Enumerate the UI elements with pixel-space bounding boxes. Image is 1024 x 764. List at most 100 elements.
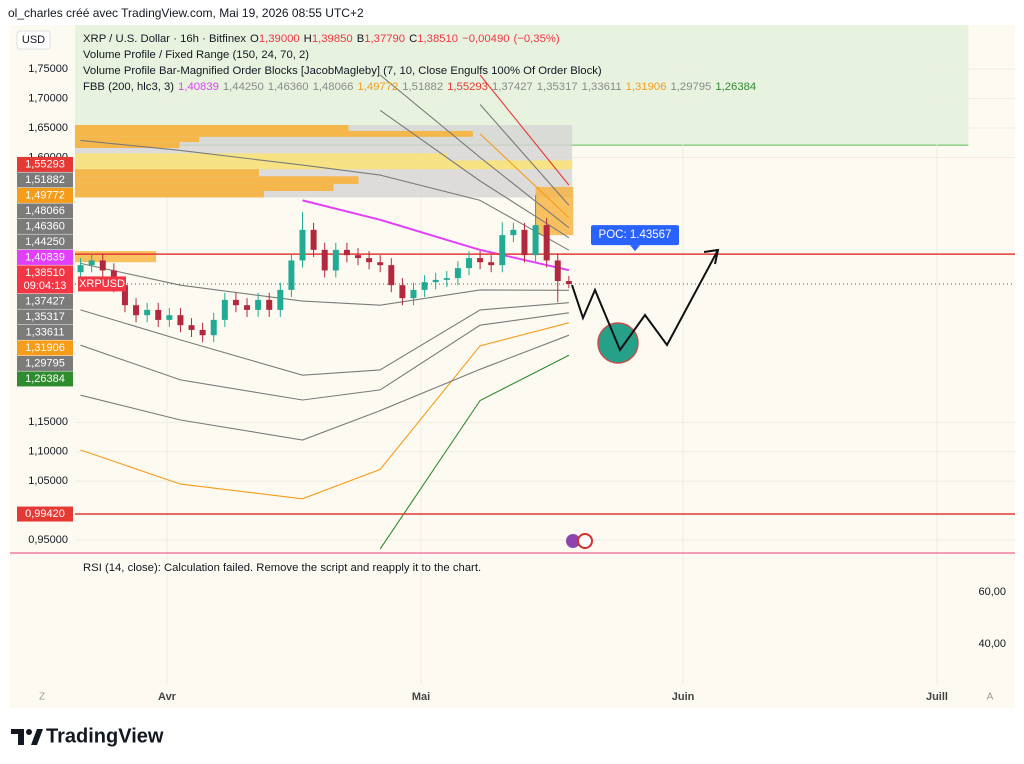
control-button[interactable]: Z — [39, 692, 45, 703]
candle-body — [244, 305, 251, 310]
back-layer — [75, 25, 1015, 685]
attribution: ol_charles créé avec TradingView.com, Ma… — [8, 6, 364, 20]
candle-body — [255, 299, 262, 310]
candle-body — [221, 299, 228, 320]
candle-body — [199, 329, 206, 336]
candle-body — [554, 260, 561, 282]
band-value: 1,33611 — [581, 81, 622, 93]
ohlc-key: B — [356, 33, 365, 45]
x-tick-label: Juill — [926, 691, 948, 703]
price-label: 1,40839 — [25, 251, 65, 263]
y-tick-label: 1,10000 — [28, 446, 68, 458]
candle-body — [133, 305, 140, 316]
price-label: 1,46360 — [25, 220, 65, 232]
price-label-box — [17, 203, 73, 219]
ohlc-key: H — [303, 33, 312, 45]
band-line — [80, 262, 569, 306]
y-tick-label: 0,95000 — [28, 534, 68, 546]
price-label-box — [17, 506, 73, 522]
candle-body — [465, 258, 472, 269]
candle-body — [499, 235, 506, 266]
ohlc-value: 1,37790 — [364, 33, 406, 45]
candle-body — [366, 258, 373, 263]
candle-body — [410, 289, 417, 299]
price-label: 1,51882 — [25, 174, 65, 186]
price-label: 1,38510 — [25, 267, 65, 279]
candle-body — [388, 265, 395, 286]
ohlc-key: C — [409, 33, 418, 45]
legend-line: Volume Profile Bar-Magnified Order Block… — [83, 63, 760, 79]
candle-body — [521, 229, 528, 256]
price-label-box — [17, 355, 73, 371]
band-value: 1,40839 — [178, 81, 219, 93]
candle-body — [188, 325, 195, 330]
ohlc-value: 1,38510 — [417, 33, 459, 45]
rsi-tick-label: 60,00 — [978, 586, 1006, 598]
symbol-tag-box — [78, 276, 126, 292]
candle-body — [543, 225, 550, 261]
ohlc-value: 1,39000 — [258, 33, 300, 45]
price-label-box — [17, 293, 73, 309]
band-value: 1,55293 — [447, 81, 488, 93]
rsi-title: RSI (14, close): Calculation failed. Rem… — [83, 562, 481, 574]
candle-body — [232, 299, 239, 306]
control-button[interactable]: A — [987, 692, 994, 703]
candle-body — [477, 258, 484, 263]
price-label: 1,29795 — [25, 357, 65, 369]
price-label: 1,35317 — [25, 311, 65, 323]
volume-profile-bar — [75, 160, 573, 170]
logo-part — [26, 729, 32, 735]
price-label-box — [17, 265, 73, 294]
price-label-box — [17, 234, 73, 250]
y-tick-label: 1,05000 — [28, 475, 68, 487]
candle-body — [532, 225, 539, 256]
logo-part — [11, 729, 24, 734]
candle-body — [310, 229, 317, 250]
candle-body — [332, 249, 339, 271]
price-label: 1,26384 — [25, 373, 65, 385]
price-label: 1,49772 — [25, 189, 65, 201]
ohlc-value: 1,39850 — [311, 33, 353, 45]
volume-profile-bar — [75, 130, 473, 137]
volume-profile-bar — [75, 176, 359, 184]
band-line — [479, 133, 570, 219]
event-icon[interactable] — [577, 533, 593, 549]
price-label-box — [17, 371, 73, 387]
x-tick-label: Juin — [672, 691, 695, 703]
volume-profile-bar — [75, 125, 349, 131]
candle-body — [399, 285, 406, 299]
currency-box[interactable] — [16, 30, 51, 50]
band-value: 1,26384 — [715, 81, 757, 93]
candle-body — [421, 282, 428, 290]
event-icon[interactable] — [566, 534, 580, 548]
candle-body — [77, 265, 84, 273]
symbol-title: XRP / U.S. Dollar · 16h · Bitfinex — [83, 33, 247, 45]
poc-label-box — [591, 225, 679, 246]
x-tick-label: Avr — [158, 691, 177, 703]
price-label: 1,48066 — [25, 205, 65, 217]
candle-body — [210, 319, 217, 336]
candle-body — [354, 255, 361, 259]
drawing-path — [571, 248, 720, 353]
price-label-box — [17, 156, 73, 172]
band-value: 1,35317 — [536, 81, 578, 93]
price-label: 0,99420 — [25, 508, 65, 520]
price-label-box — [17, 249, 73, 265]
band-line — [379, 109, 570, 239]
candle-body — [288, 260, 295, 290]
candle-body — [432, 279, 439, 283]
band-line — [379, 74, 570, 229]
currency[interactable]: USD — [22, 34, 45, 46]
candle-body — [377, 262, 384, 266]
price-label-box — [17, 340, 73, 356]
candle-body — [166, 315, 173, 320]
candle-body — [266, 299, 273, 310]
candle-body — [277, 289, 284, 310]
volume-profile-bar — [75, 153, 448, 161]
band-line — [479, 74, 570, 186]
candle-body — [343, 249, 350, 256]
price-label: 1,33611 — [26, 326, 65, 338]
price-label: 1,37427 — [25, 295, 65, 307]
band-line — [80, 139, 570, 251]
